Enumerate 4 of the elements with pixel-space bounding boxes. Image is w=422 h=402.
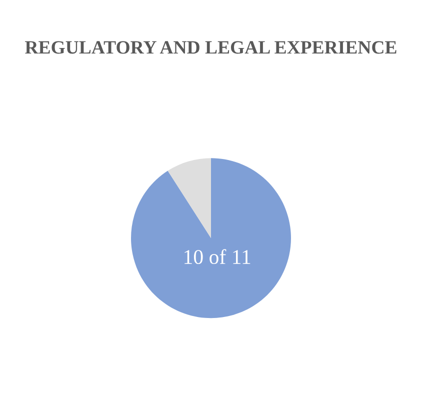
data-label: 10 of 11 bbox=[184, 249, 250, 264]
chart-title: REGULATORY AND LEGAL EXPERIENCE bbox=[25, 41, 396, 54]
pie-slice bbox=[168, 158, 211, 238]
pie-slice bbox=[131, 158, 291, 318]
